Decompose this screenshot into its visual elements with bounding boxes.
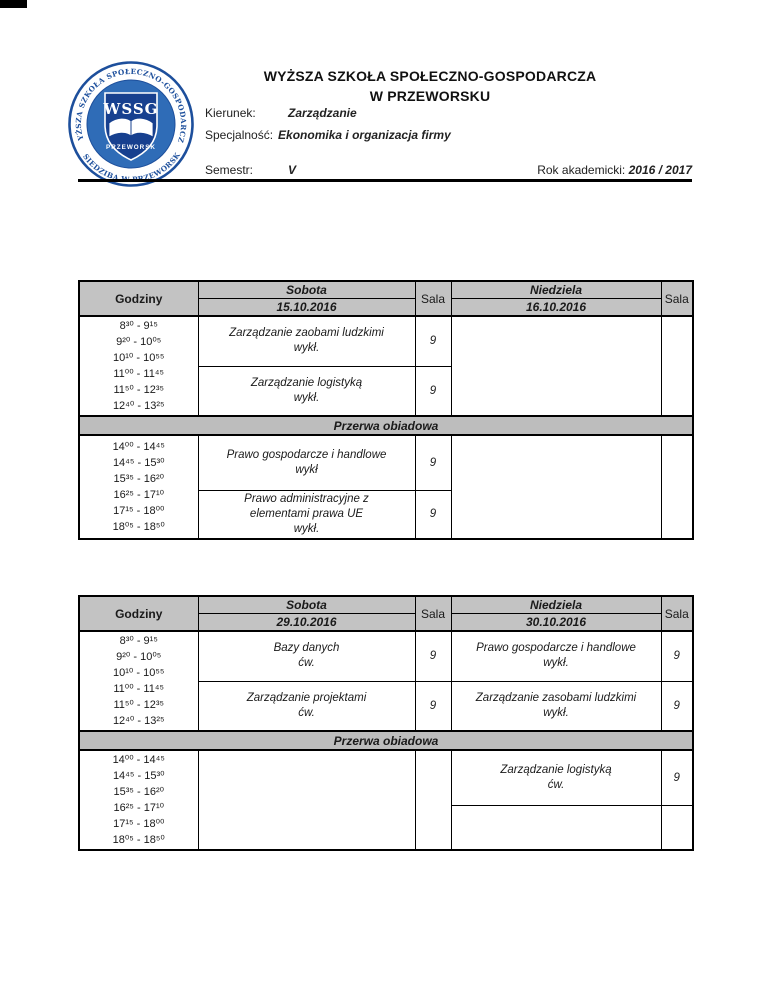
seal-acronym: WSSG [103, 100, 159, 118]
sunday-date: 16.10.2016 [450, 298, 662, 317]
sunday-header: Niedziela [450, 280, 662, 299]
morning-times: 8³⁰ - 9¹⁵ 9²⁰ - 10⁰⁵ 10¹⁰ - 10⁵⁵ 11⁰⁰ - … [78, 315, 199, 417]
page-corner-mark [0, 0, 27, 8]
course-cell-empty [197, 749, 416, 851]
school-title-line1: WYŻSZA SZKOŁA SPOŁECZNO-GOSPODARCZA [263, 68, 597, 84]
sala-cell: 9 [414, 434, 452, 491]
semestr-label: Semestr: [205, 163, 254, 177]
sunday-date: 30.10.2016 [450, 613, 662, 632]
school-title-line2: W PRZEWORSKU [369, 88, 491, 104]
sala-header: Sala [414, 280, 452, 317]
sala-cell-empty [414, 749, 452, 851]
kierunek-value: Zarządzanie [288, 106, 357, 120]
rok-label: Rok akademicki: [537, 163, 626, 177]
school-title: WYŻSZA SZKOŁA SPOŁECZNO-GOSPODARCZA W PR… [200, 66, 660, 106]
godziny-header: Godziny [78, 280, 199, 317]
sala-cell-empty [660, 315, 694, 417]
school-logo: WYŻSZA SZKOŁA SPOŁECZNO-GOSPODARCZA Z SI… [61, 52, 196, 189]
course-cell: Zarządzanie logistyką wykł. [197, 365, 416, 417]
course-cell-empty [450, 434, 662, 539]
sala-cell: 9 [660, 680, 694, 732]
schedule-table-weekend2: Godziny Sobota Sala Niedziela Sala 29.10… [78, 595, 694, 851]
afternoon-times: 14⁰⁰ - 14⁴⁵ 14⁴⁵ - 15³⁰ 15³⁵ - 16²⁰ 16²⁵… [78, 749, 199, 851]
sala-header: Sala [414, 595, 452, 632]
sala-header: Sala [660, 280, 694, 317]
course-cell: Zarządzanie zasobami ludzkimi wykł. [450, 680, 662, 732]
field-specjalnosc: Specjalność: Ekonomika i organizacja firm… [205, 128, 451, 142]
saturday-header: Sobota [197, 595, 416, 614]
afternoon-times: 14⁰⁰ - 14⁴⁵ 14⁴⁵ - 15³⁰ 15³⁵ - 16²⁰ 16²⁵… [78, 434, 199, 539]
course-cell-empty [450, 805, 662, 851]
course-cell: Zarządzanie logistyką ćw. [450, 749, 662, 807]
seal-city: PRZEWORSK [106, 144, 156, 151]
course-cell: Bazy danych ćw. [197, 630, 416, 682]
saturday-date: 29.10.2016 [197, 613, 416, 632]
specjalnosc-label: Specjalność: [205, 128, 274, 142]
specjalnosc-value: Ekonomika i organizacja firmy [278, 128, 451, 142]
course-cell: Zarządzanie projektami ćw. [197, 680, 416, 732]
course-cell-empty [450, 315, 662, 417]
sala-cell-empty [660, 434, 694, 539]
field-rok-akademicki: Rok akademicki: 2016 / 2017 [400, 163, 692, 177]
rok-value: 2016 / 2017 [628, 163, 692, 177]
field-semestr: Semestr: V [205, 163, 296, 177]
course-cell: Zarządzanie zaobami ludzkimi wykł. [197, 315, 416, 367]
kierunek-label: Kierunek: [205, 106, 256, 120]
sala-cell: 9 [414, 315, 452, 367]
sala-cell: 9 [414, 630, 452, 682]
sala-cell: 9 [660, 630, 694, 682]
sala-cell: 9 [414, 365, 452, 417]
school-seal-icon: WYŻSZA SZKOŁA SPOŁECZNO-GOSPODARCZA Z SI… [61, 52, 194, 187]
field-kierunek: Kierunek: Zarządzanie [205, 106, 357, 120]
course-cell: Prawo gospodarcze i handlowe wykł. [450, 630, 662, 682]
header-divider [78, 179, 692, 182]
semestr-value: V [288, 163, 297, 177]
lunch-break-band: Przerwa obiadowa [78, 730, 694, 751]
sala-cell-empty [660, 805, 694, 851]
saturday-date: 15.10.2016 [197, 298, 416, 317]
course-cell: Prawo gospodarcze i handlowe wykł [197, 434, 416, 491]
sala-cell: 9 [414, 680, 452, 732]
sala-cell: 9 [414, 489, 452, 539]
saturday-header: Sobota [197, 280, 416, 299]
sala-header: Sala [660, 595, 694, 632]
godziny-header: Godziny [78, 595, 199, 632]
sunday-header: Niedziela [450, 595, 662, 614]
morning-times: 8³⁰ - 9¹⁵ 9²⁰ - 10⁰⁵ 10¹⁰ - 10⁵⁵ 11⁰⁰ - … [78, 630, 199, 732]
course-cell: Prawo administracyjne z elementami prawa… [197, 489, 416, 539]
lunch-break-band: Przerwa obiadowa [78, 415, 694, 436]
schedule-table-weekend1: Godziny Sobota Sala Niedziela Sala 15.10… [78, 280, 694, 540]
sala-cell: 9 [660, 749, 694, 807]
